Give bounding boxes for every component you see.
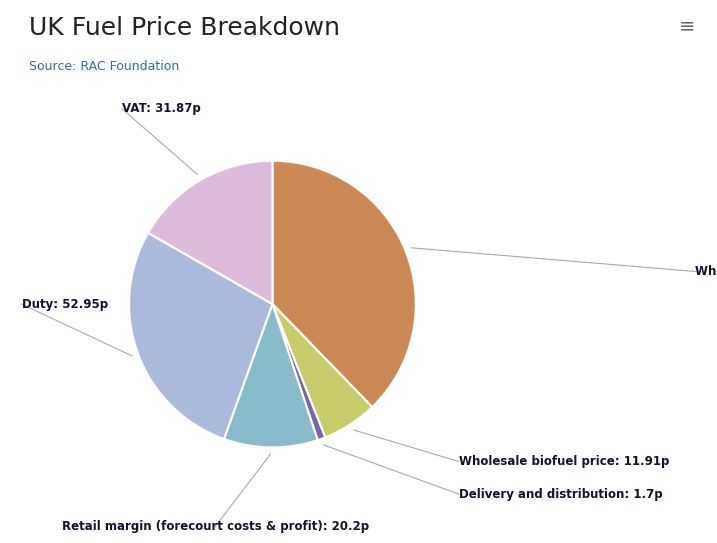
Text: VAT: 31.87p: VAT: 31.87p bbox=[122, 102, 201, 115]
Wedge shape bbox=[272, 161, 416, 407]
Wedge shape bbox=[224, 304, 318, 447]
Wedge shape bbox=[272, 304, 372, 437]
Text: Delivery and distribution: 1.7p: Delivery and distribution: 1.7p bbox=[459, 488, 663, 501]
Text: Wholesale biofuel price: 11.91p: Wholesale biofuel price: 11.91p bbox=[459, 455, 669, 468]
Wedge shape bbox=[148, 161, 272, 304]
Text: Duty: 52.95p: Duty: 52.95p bbox=[22, 298, 108, 311]
Wedge shape bbox=[272, 304, 326, 440]
Text: Retail margin (forecourt costs & profit): 20.2p: Retail margin (forecourt costs & profit)… bbox=[62, 520, 369, 533]
Text: ≡: ≡ bbox=[679, 16, 695, 35]
Text: Source: RAC Foundation: Source: RAC Foundation bbox=[29, 60, 179, 73]
Text: Wholesale fossil fuel price: 71.95p: Wholesale fossil fuel price: 71.95p bbox=[695, 265, 717, 278]
Wedge shape bbox=[129, 233, 272, 439]
Text: UK Fuel Price Breakdown: UK Fuel Price Breakdown bbox=[29, 16, 340, 40]
